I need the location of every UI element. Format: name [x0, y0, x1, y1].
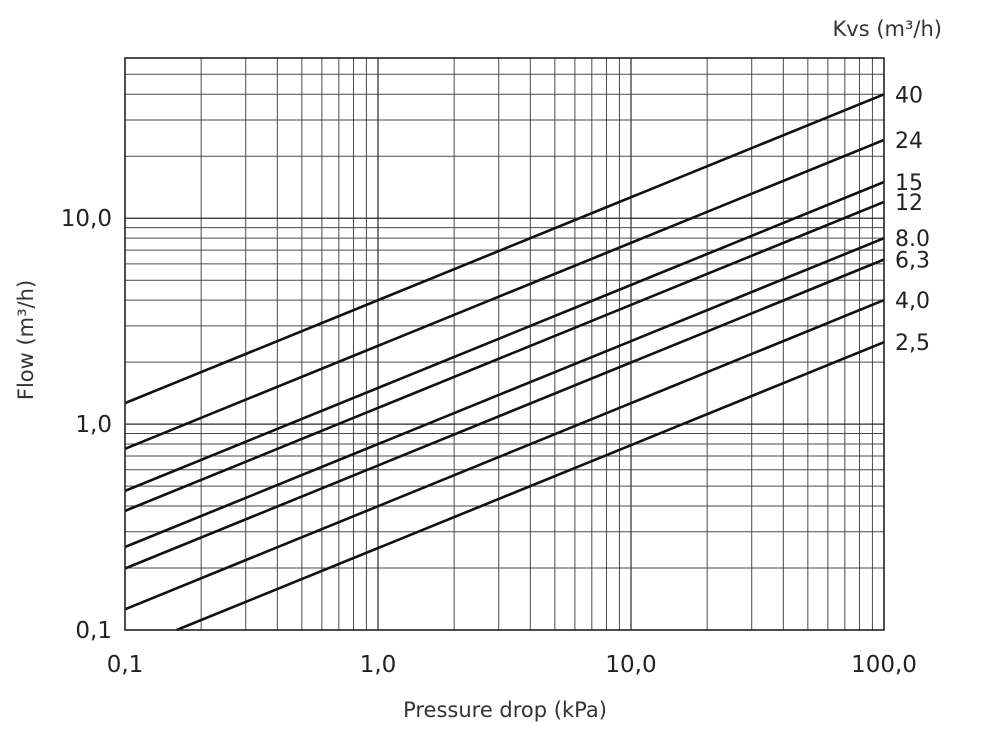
kvs-label: 40 [895, 83, 923, 108]
y-tick-label: 10,0 [61, 206, 112, 232]
kvs-label: 6,3 [895, 249, 930, 274]
plot-frame [124, 57, 885, 631]
series-lines [124, 93, 885, 632]
kvs-legend-title: Kvs (m³/h) [833, 17, 942, 41]
y-tick-labels: 0,1 1,0 10,0 [61, 206, 112, 644]
kvs-label: 24 [895, 129, 923, 154]
x-axis-title: Pressure drop (kPa) [403, 698, 607, 722]
x-tick-labels: 0,1 1,0 10,0 100,0 [107, 652, 917, 678]
series-line-kvs-2 [124, 138, 885, 451]
series-line-kvs-3 [124, 180, 885, 493]
kvs-label: 4,0 [895, 289, 930, 314]
x-tick-label: 1,0 [360, 652, 397, 678]
x-tick-label: 10,0 [605, 652, 656, 678]
kvs-label: 15 [895, 171, 923, 196]
kvs-label: 12 [895, 191, 923, 216]
kvs-label: 2,5 [895, 331, 930, 356]
series-line-kvs-4 [124, 200, 885, 513]
y-tick-label: 0,1 [75, 618, 112, 644]
kvs-label: 8.0 [895, 227, 930, 252]
series-line-kvs-1 [124, 93, 885, 405]
series-line-kvs-7 [124, 298, 885, 611]
y-axis-title: Flow (m³/h) [14, 280, 38, 400]
series-line-kvs-5 [124, 236, 885, 549]
x-tick-label: 0,1 [107, 652, 144, 678]
x-tick-label: 100,0 [851, 652, 917, 678]
y-tick-label: 1,0 [75, 412, 112, 438]
grid [125, 58, 884, 630]
series-line-kvs-8 [176, 340, 885, 632]
series-line-kvs-6 [124, 258, 885, 570]
